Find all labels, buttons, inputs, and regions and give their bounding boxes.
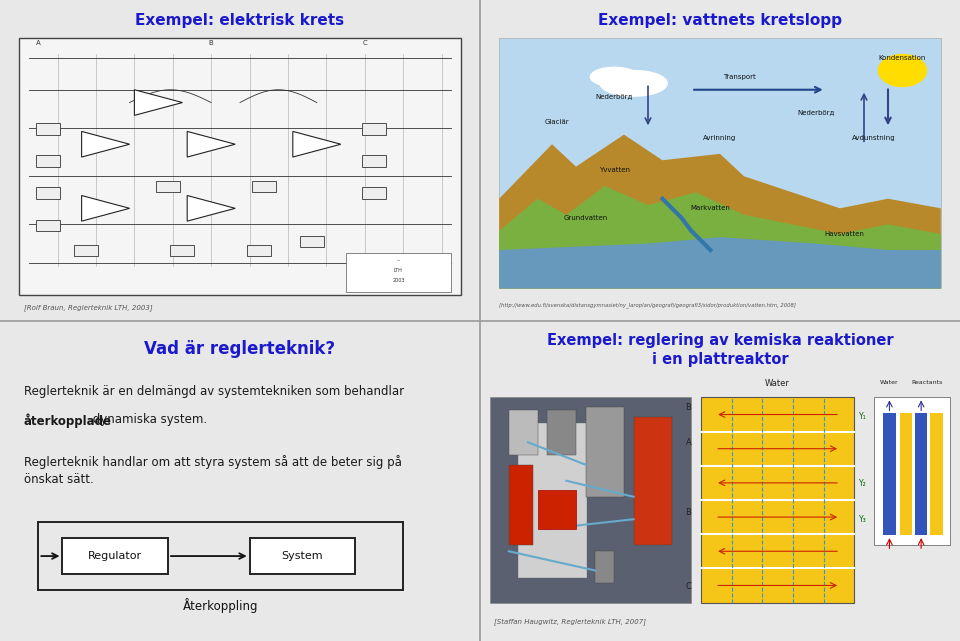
FancyBboxPatch shape — [156, 181, 180, 192]
FancyBboxPatch shape — [75, 245, 99, 256]
FancyBboxPatch shape — [586, 407, 624, 497]
Text: Nederbörд: Nederbörд — [596, 93, 633, 99]
FancyBboxPatch shape — [62, 538, 168, 574]
Text: Transport: Transport — [723, 74, 756, 80]
FancyBboxPatch shape — [300, 235, 324, 247]
FancyBboxPatch shape — [595, 551, 614, 583]
Text: Vad är reglerteknik?: Vad är reglerteknik? — [144, 340, 336, 358]
FancyBboxPatch shape — [36, 187, 60, 199]
FancyBboxPatch shape — [547, 410, 576, 455]
FancyBboxPatch shape — [36, 219, 60, 231]
Polygon shape — [293, 131, 341, 157]
FancyBboxPatch shape — [915, 413, 927, 535]
FancyBboxPatch shape — [252, 181, 276, 192]
Text: Reglerteknik är en delmängd av systemtekniken som behandlar: Reglerteknik är en delmängd av systemtek… — [24, 385, 404, 397]
Text: Grundvatten: Grundvatten — [564, 215, 608, 221]
Text: Avrinning: Avrinning — [704, 135, 736, 141]
Ellipse shape — [590, 67, 638, 87]
Polygon shape — [82, 196, 130, 221]
Polygon shape — [82, 131, 130, 157]
Text: [Rolf Braun, Reglerteknik LTH, 2003]: [Rolf Braun, Reglerteknik LTH, 2003] — [24, 304, 153, 311]
Text: Y₃: Y₃ — [859, 515, 867, 524]
FancyBboxPatch shape — [36, 123, 60, 135]
Text: Glaciär: Glaciär — [544, 119, 569, 125]
FancyBboxPatch shape — [499, 38, 941, 288]
Text: B: B — [685, 508, 691, 517]
Polygon shape — [187, 196, 235, 221]
Text: Water: Water — [765, 379, 790, 388]
Text: Kondensation: Kondensation — [878, 54, 926, 61]
Text: Exempel: elektrisk krets: Exempel: elektrisk krets — [135, 13, 345, 28]
Text: A: A — [685, 438, 691, 447]
FancyBboxPatch shape — [930, 413, 943, 535]
Polygon shape — [187, 131, 235, 157]
Ellipse shape — [600, 71, 667, 96]
Text: Y₁: Y₁ — [859, 412, 867, 421]
Text: 2003: 2003 — [392, 278, 405, 283]
FancyBboxPatch shape — [900, 413, 912, 535]
FancyBboxPatch shape — [36, 155, 60, 167]
FancyBboxPatch shape — [701, 397, 854, 603]
FancyBboxPatch shape — [170, 245, 194, 256]
Text: ...: ... — [396, 257, 400, 262]
Polygon shape — [499, 186, 941, 288]
Circle shape — [878, 54, 926, 87]
Text: Återkoppling: Återkoppling — [183, 598, 258, 613]
Polygon shape — [134, 90, 182, 115]
Text: A: A — [36, 40, 40, 46]
FancyBboxPatch shape — [362, 187, 386, 199]
Text: Havsvatten: Havsvatten — [825, 231, 865, 237]
Text: Nederbörд: Nederbörд — [798, 109, 834, 115]
FancyBboxPatch shape — [883, 413, 896, 535]
Text: LTH: LTH — [394, 268, 403, 273]
Polygon shape — [499, 237, 941, 288]
Text: C: C — [685, 582, 691, 591]
Text: dynamiska system.: dynamiska system. — [88, 413, 207, 426]
FancyBboxPatch shape — [538, 490, 576, 529]
FancyBboxPatch shape — [509, 410, 538, 455]
FancyBboxPatch shape — [346, 253, 451, 292]
Text: System: System — [281, 551, 324, 561]
Text: Exempel: reglering av kemiska reaktioner
i en plattreaktor: Exempel: reglering av kemiska reaktioner… — [546, 333, 894, 367]
Text: Reglerteknik handlar om att styra system så att de beter sig på
önskat sätt.: Reglerteknik handlar om att styra system… — [24, 455, 402, 486]
Text: Reactants: Reactants — [912, 379, 943, 385]
Text: Markvatten: Markvatten — [690, 205, 731, 212]
FancyBboxPatch shape — [509, 465, 533, 545]
Text: Water: Water — [880, 379, 899, 385]
Text: Yvvatten: Yvvatten — [599, 167, 630, 173]
Text: Y₂: Y₂ — [859, 479, 867, 488]
Text: [http://www.edu.fi/svenska/distansgymnasiet/ny_laroplan/geografi/geografi3/sidor: [http://www.edu.fi/svenska/distansgymnas… — [499, 302, 796, 308]
FancyBboxPatch shape — [874, 397, 950, 545]
Polygon shape — [499, 135, 941, 288]
Text: [Staffan Haugwitz, Reglerteknik LTH, 2007]: [Staffan Haugwitz, Reglerteknik LTH, 200… — [494, 618, 646, 625]
Text: återkopplade: återkopplade — [24, 413, 112, 428]
Text: Avdunstning: Avdunstning — [852, 135, 896, 141]
FancyBboxPatch shape — [362, 155, 386, 167]
FancyBboxPatch shape — [19, 38, 461, 295]
FancyBboxPatch shape — [250, 538, 355, 574]
Text: B: B — [685, 403, 691, 412]
Text: B: B — [209, 40, 213, 46]
FancyBboxPatch shape — [248, 245, 272, 256]
FancyBboxPatch shape — [634, 417, 672, 545]
FancyBboxPatch shape — [518, 423, 586, 577]
Text: C: C — [363, 40, 367, 46]
Text: Regulator: Regulator — [88, 551, 142, 561]
FancyBboxPatch shape — [362, 123, 386, 135]
FancyBboxPatch shape — [490, 397, 691, 603]
Text: Exempel: vattnets kretslopp: Exempel: vattnets kretslopp — [598, 13, 842, 28]
